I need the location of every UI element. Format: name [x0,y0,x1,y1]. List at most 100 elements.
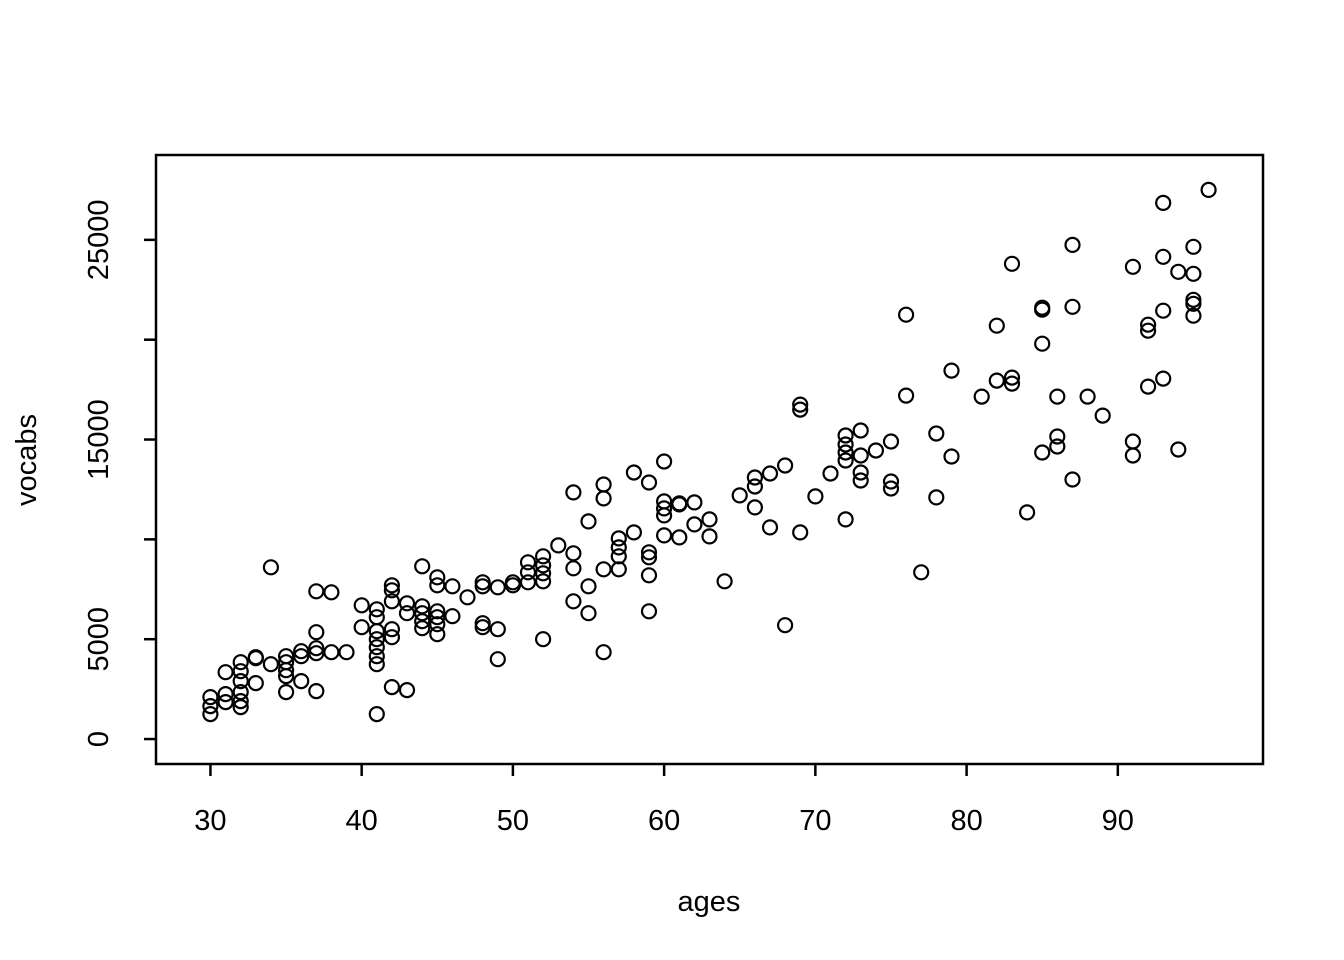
data-point [610,539,627,556]
data-point [580,513,597,530]
data-point [202,688,219,706]
data-point [882,473,900,490]
data-point [701,511,718,528]
data-point [247,650,264,667]
data-points-layer [202,181,1217,723]
data-point [232,698,249,716]
data-point [323,584,340,601]
data-point [323,644,340,661]
y-tick-label: 5000 [83,607,115,672]
data-point [792,524,809,541]
data-point [474,578,491,595]
data-point [262,559,279,576]
data-point [308,583,325,600]
data-point [640,567,658,584]
data-point [353,619,370,636]
data-point [217,664,234,681]
data-point [383,621,400,638]
data-point [308,645,325,662]
data-point [837,452,854,469]
data-point [776,457,794,474]
data-point [247,674,264,692]
data-point [988,372,1005,389]
data-point [338,644,355,661]
y-tick-label: 0 [83,731,115,747]
data-point [792,401,809,418]
data-point [595,476,612,493]
data-point [655,507,673,524]
data-point [1185,307,1202,324]
data-point [655,500,673,517]
data-point [897,306,915,323]
data-point [383,577,400,594]
data-point [398,681,416,699]
data-point [655,453,673,470]
data-point [973,388,990,405]
y-tick-label: 15000 [83,399,115,480]
data-point [852,472,869,489]
x-tick-label: 70 [799,805,831,837]
data-point [580,605,597,622]
data-point [474,619,491,636]
data-point [534,548,552,565]
data-point [1139,316,1157,333]
data-point [1124,433,1142,450]
data-point [640,549,658,566]
data-point [414,613,431,630]
data-point [308,640,325,657]
x-tick-label: 90 [1102,805,1134,837]
data-point [519,564,537,581]
data-point [761,519,779,536]
data-point [1139,378,1157,395]
data-point [429,569,446,586]
axis-ticks-layer: 30 40 50 60 70 80 90 0 5000 15000 25000 [83,200,1134,837]
data-point [202,697,219,715]
data-point [232,692,249,710]
data-point [1064,298,1081,315]
data-point [1003,255,1021,272]
data-point [565,545,582,562]
y-tick-label: 25000 [83,200,115,281]
data-point [1155,194,1172,211]
data-point [429,609,446,626]
data-point [1064,471,1081,488]
data-point [534,573,552,590]
data-point [1034,335,1051,352]
data-point [671,496,688,513]
data-point [504,577,522,594]
data-point [867,442,885,459]
data-point [534,557,552,574]
data-point [308,682,325,700]
x-tick-label: 30 [194,805,226,837]
data-point [1185,238,1202,255]
data-point [293,672,310,690]
data-point [534,631,552,648]
data-point [1200,181,1217,198]
data-point [368,639,385,656]
data-point [519,574,537,591]
data-point [1079,388,1096,405]
data-point [368,623,385,640]
data-point [368,656,385,673]
data-point [852,422,869,439]
data-point [278,662,295,679]
data-point [278,683,295,701]
data-point [928,425,945,442]
data-point [414,620,431,637]
data-point [383,593,400,610]
data-point [565,560,582,577]
data-point [595,561,612,578]
data-point [383,582,400,599]
data-point [489,651,506,668]
data-point [837,427,854,444]
data-point [610,530,627,547]
data-point [792,396,809,413]
data-point [882,480,900,497]
data-point [1155,302,1172,319]
data-point [1094,407,1111,424]
x-tick-label: 40 [346,805,378,837]
data-point [655,527,673,544]
data-point [943,448,960,465]
data-point [640,544,658,561]
